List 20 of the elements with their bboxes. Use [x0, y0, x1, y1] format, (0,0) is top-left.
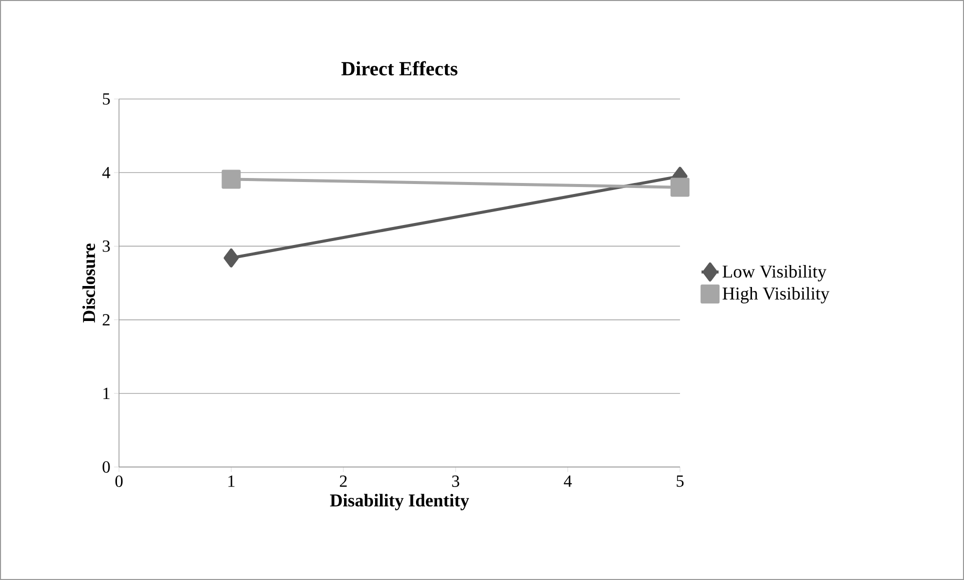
legend-label: Low Visibility: [722, 264, 826, 282]
y-tick-label: 3: [102, 240, 110, 252]
point: [224, 248, 239, 268]
y-tick-label: 2: [102, 314, 110, 326]
y-tick-label: 5: [102, 93, 110, 105]
point: [222, 170, 241, 189]
x-tick-label: 3: [452, 476, 460, 487]
x-tick-label: 0: [115, 476, 123, 487]
x-tick-label: 2: [340, 476, 347, 487]
x-tick-label: 5: [676, 476, 684, 487]
point: [670, 178, 690, 197]
x-axis-title: Disability Identity: [330, 494, 470, 510]
x-tick-label: 1: [228, 476, 234, 487]
legend-label: High Visibility: [722, 286, 830, 304]
y-tick-label: 4: [102, 167, 110, 178]
y-tick-label: 1: [103, 388, 110, 399]
y-tick-label: 0: [102, 461, 110, 473]
chart-title: Direct Effects: [341, 61, 458, 76]
x-tick-label: 4: [564, 476, 572, 487]
y-axis-title: Disclosure: [82, 244, 96, 323]
